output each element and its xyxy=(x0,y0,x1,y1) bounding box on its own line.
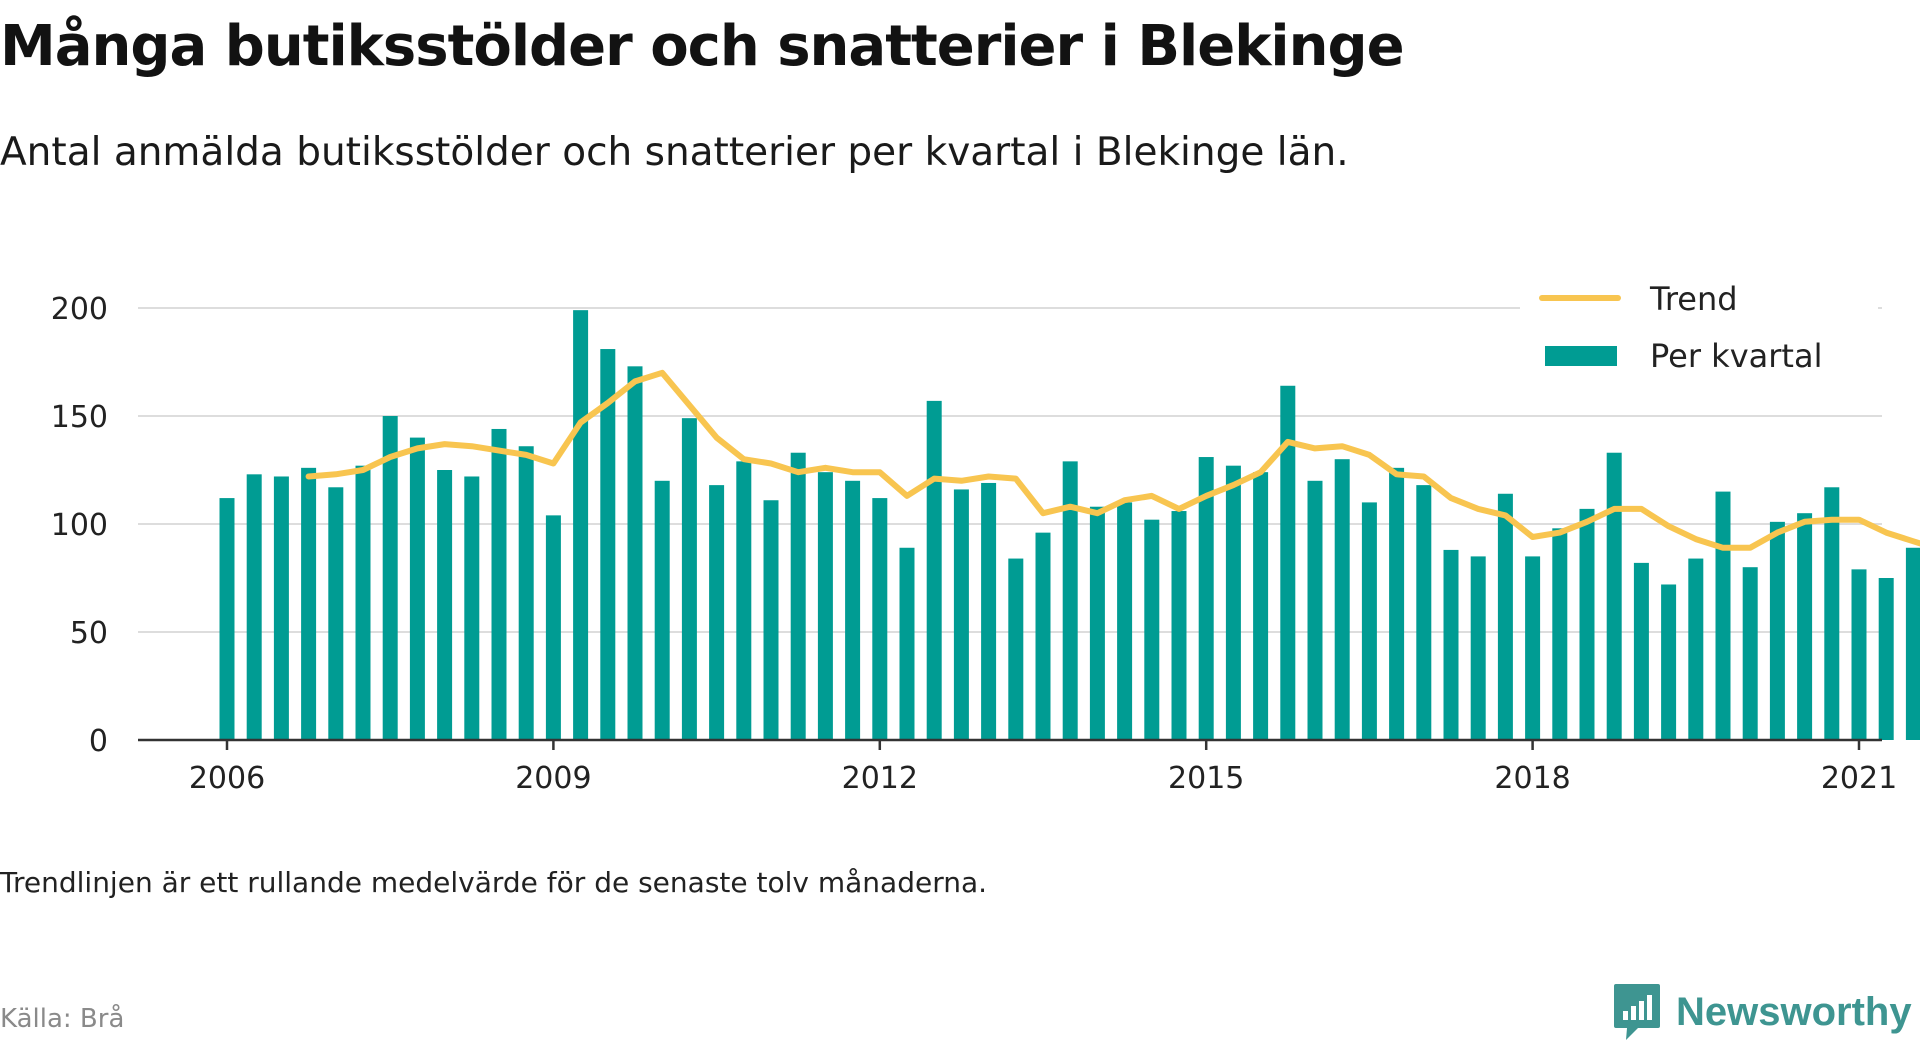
bar xyxy=(1389,468,1404,740)
legend-trend-label: Trend xyxy=(1649,280,1738,318)
bar xyxy=(1743,567,1758,740)
x-tick-label: 2006 xyxy=(189,761,265,796)
footnote: Trendlinjen är ett rullande medelvärde f… xyxy=(0,866,987,899)
bar xyxy=(220,498,235,740)
bar xyxy=(872,498,887,740)
bar xyxy=(954,489,969,740)
bar xyxy=(628,366,643,740)
newsworthy-logo-icon xyxy=(1612,982,1662,1042)
bar xyxy=(655,481,670,740)
bar xyxy=(1172,511,1187,740)
legend-bar-swatch xyxy=(1545,346,1617,366)
bar xyxy=(1661,584,1676,740)
bar xyxy=(247,474,262,740)
x-tick-label: 2021 xyxy=(1821,761,1897,796)
bar xyxy=(1498,494,1513,740)
bar xyxy=(1852,569,1867,740)
bar xyxy=(1607,453,1622,740)
chart-subtitle: Antal anmälda butiksstölder och snatteri… xyxy=(0,130,1349,175)
bar xyxy=(410,438,425,740)
bar xyxy=(437,470,452,740)
bar xyxy=(383,416,398,740)
legend: Trend Per kvartal xyxy=(1520,268,1878,378)
bar xyxy=(927,401,942,740)
bar xyxy=(1906,548,1920,740)
bar xyxy=(791,453,806,740)
bar xyxy=(1362,502,1377,740)
bar xyxy=(1797,513,1812,740)
bar xyxy=(546,515,561,740)
bar xyxy=(1280,386,1295,740)
legend-bar-label: Per kvartal xyxy=(1650,337,1822,375)
bar xyxy=(1036,533,1051,740)
bar xyxy=(900,548,915,740)
bar xyxy=(818,472,833,740)
bar xyxy=(1471,556,1486,740)
bar xyxy=(709,485,724,740)
bar xyxy=(1335,459,1350,740)
bar xyxy=(1716,492,1731,740)
bar xyxy=(356,466,371,740)
bar xyxy=(981,483,996,740)
bar xyxy=(1253,472,1268,740)
bar xyxy=(1308,481,1323,740)
bar xyxy=(1525,556,1540,740)
bar xyxy=(301,468,316,740)
y-tick-label: 50 xyxy=(70,616,108,651)
y-tick-label: 150 xyxy=(51,400,108,435)
bar xyxy=(1008,559,1023,740)
bar xyxy=(764,500,779,740)
y-axis-ticks: 0 50 100 150 200 xyxy=(51,292,108,759)
bar xyxy=(1144,520,1159,740)
bar xyxy=(492,429,507,740)
bar xyxy=(1688,559,1703,740)
bar xyxy=(519,446,534,740)
bar xyxy=(328,487,343,740)
bar xyxy=(1824,487,1839,740)
x-tick-label: 2015 xyxy=(1168,761,1244,796)
bar xyxy=(845,481,860,740)
x-tick-label: 2009 xyxy=(515,761,591,796)
y-tick-label: 200 xyxy=(51,292,108,327)
x-tick-label: 2012 xyxy=(842,761,918,796)
bar xyxy=(1770,522,1785,740)
bar xyxy=(682,418,697,740)
bar xyxy=(1416,485,1431,740)
bar xyxy=(464,476,479,740)
y-tick-label: 100 xyxy=(51,508,108,543)
brand-name: Newsworthy xyxy=(1676,990,1912,1035)
bar xyxy=(1879,578,1894,740)
bar xyxy=(573,310,588,740)
bar xyxy=(736,461,751,740)
chart-title: Många butiksstölder och snatterier i Ble… xyxy=(0,14,1404,79)
source-credit: Källa: Brå xyxy=(0,1004,124,1034)
bar xyxy=(274,476,289,740)
bar xyxy=(1444,550,1459,740)
bar xyxy=(1090,507,1105,740)
bar xyxy=(1552,528,1567,740)
bar xyxy=(1634,563,1649,740)
y-tick-label: 0 xyxy=(89,724,108,759)
x-tick-label: 2018 xyxy=(1494,761,1570,796)
bar xyxy=(1226,466,1241,740)
bar xyxy=(1580,509,1595,740)
brand-logo[interactable]: Newsworthy xyxy=(1612,982,1912,1042)
x-axis-ticks: 2006200920122015201820212023 xyxy=(189,740,1920,796)
bar xyxy=(1063,461,1078,740)
bar xyxy=(1117,502,1132,740)
